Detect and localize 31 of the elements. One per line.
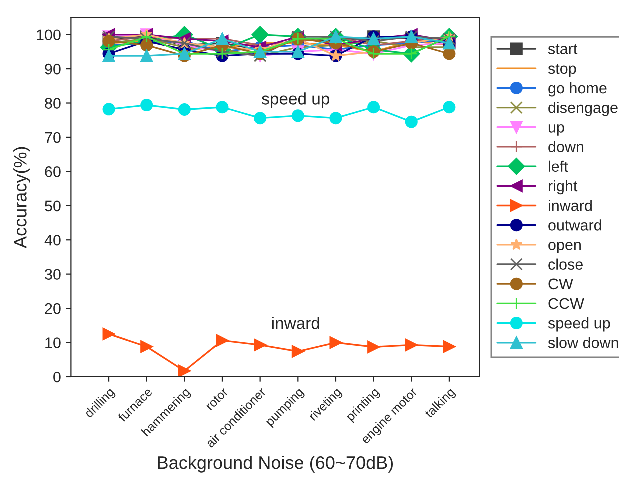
y-tick-label: 100	[37, 30, 61, 41]
y-tick-label: 10	[46, 338, 61, 348]
legend-label: down	[548, 141, 584, 152]
y-tick-label: 60	[45, 166, 61, 178]
annotation: speed up	[262, 92, 330, 108]
legend-label: start	[548, 44, 578, 55]
legend-label: CCW	[548, 298, 584, 310]
y-tick-label: 70	[45, 132, 61, 144]
legend-label: CW	[548, 278, 574, 290]
legend-label: left	[549, 160, 568, 172]
y-tick-label: 90	[45, 64, 61, 75]
legend-label: inward	[549, 200, 592, 212]
legend-label: go home	[548, 82, 607, 97]
y-axis-title: Accuracy(%)	[14, 147, 30, 248]
legend-label: stop	[548, 64, 576, 78]
y-tick-label: 0	[54, 372, 61, 383]
legend-label: close	[548, 258, 583, 270]
legend-label: slow down	[548, 337, 618, 348]
legend-label: speed up	[548, 318, 610, 332]
y-tick-label: 80	[45, 98, 61, 109]
legend-label: right	[548, 180, 578, 195]
y-tick-label: 40	[44, 234, 61, 246]
legend-label: outward	[548, 220, 602, 231]
legend-label: open	[548, 242, 581, 254]
legend-label: disengage	[548, 102, 618, 116]
y-tick-label: 20	[45, 303, 61, 314]
x-axis-title: Background Noise (60~70dB)	[158, 456, 394, 473]
y-tick-label: 30	[45, 269, 61, 280]
annotation: inward	[272, 317, 320, 330]
legend-label: up	[548, 124, 564, 136]
y-tick-label: 50	[45, 200, 61, 212]
